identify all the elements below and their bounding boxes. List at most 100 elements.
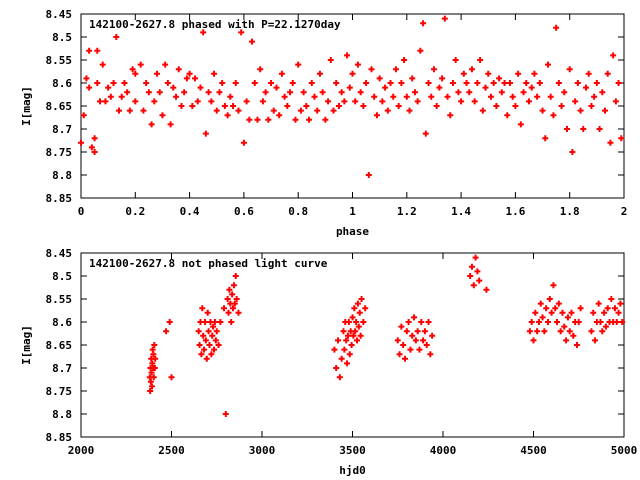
x-tick-label: 1 — [349, 205, 356, 218]
data-point — [528, 319, 535, 325]
data-point — [353, 319, 360, 325]
data-point — [411, 89, 418, 96]
data-point — [472, 254, 479, 261]
data-point — [205, 328, 212, 335]
phased-light-curve-panel: 0 0.2 0.4 0.6 0.8 1 1.2 1.4 1.6 1.8 2 8.45 8.5 8.55 8.… — [20, 8, 627, 238]
data-point — [300, 89, 307, 96]
data-point — [227, 93, 234, 100]
data-point — [526, 328, 533, 335]
data-point — [205, 89, 212, 96]
data-point — [460, 70, 467, 77]
data-point — [316, 70, 323, 77]
data-point — [345, 319, 352, 325]
data-point — [233, 296, 240, 302]
data-point — [189, 103, 196, 109]
data-point — [336, 374, 343, 381]
data-point — [270, 107, 277, 114]
data-point — [215, 342, 222, 348]
data-point — [474, 80, 481, 86]
data-point — [596, 126, 603, 132]
data-point — [525, 98, 532, 105]
data-point — [173, 93, 180, 100]
data-point — [487, 93, 494, 100]
x-tick-label: 1.4 — [451, 205, 471, 218]
data-point — [406, 107, 413, 114]
data-point — [395, 103, 402, 109]
data-point — [585, 70, 592, 77]
data-point — [341, 346, 348, 353]
data-point — [232, 273, 239, 279]
y-tick-label: 8.5 — [52, 31, 72, 44]
data-point — [333, 80, 340, 86]
data-point — [539, 314, 546, 321]
data-point — [94, 80, 101, 86]
data-point — [126, 107, 133, 114]
data-point — [254, 116, 261, 123]
data-point — [559, 309, 566, 316]
data-point — [401, 57, 408, 63]
data-point — [557, 328, 564, 335]
data-point — [615, 80, 622, 86]
data-point — [398, 80, 405, 86]
data-point — [558, 103, 565, 109]
data-point — [618, 135, 625, 142]
data-point — [534, 328, 541, 335]
y-tick-label: 8.8 — [52, 169, 72, 182]
data-point — [599, 328, 606, 335]
data-point — [259, 98, 266, 105]
data-point — [379, 98, 386, 105]
data-point — [151, 365, 158, 371]
data-point — [331, 346, 338, 353]
x-tick-label: 2000 — [68, 444, 95, 457]
data-point — [78, 139, 84, 146]
data-point — [80, 112, 87, 119]
data-point — [612, 98, 619, 105]
data-point — [574, 80, 581, 86]
data-point — [147, 388, 154, 394]
y-tick-label: 8.85 — [46, 431, 73, 444]
data-point — [528, 84, 535, 91]
y-tick-label: 8.8 — [52, 408, 72, 421]
data-point — [246, 116, 253, 123]
data-point — [281, 93, 288, 100]
data-point — [409, 75, 416, 82]
data-point — [338, 89, 345, 96]
data-point — [330, 107, 337, 114]
data-point — [325, 98, 332, 105]
data-point — [97, 98, 104, 105]
data-point — [563, 337, 570, 344]
data-point — [577, 107, 584, 114]
data-point — [398, 323, 405, 330]
data-point — [368, 66, 375, 73]
data-point — [170, 84, 177, 91]
data-point — [222, 411, 229, 417]
data-point — [151, 98, 158, 105]
data-point — [447, 112, 454, 119]
data-point — [105, 84, 112, 91]
data-point — [414, 328, 421, 335]
data-point — [206, 342, 213, 348]
data-point — [346, 84, 353, 91]
data-point — [163, 328, 170, 335]
data-point — [611, 305, 618, 312]
data-point — [433, 103, 440, 109]
data-point — [590, 309, 597, 316]
data-point — [416, 346, 423, 353]
plot-title: 142100-2627.8 phased with P=22.1270day — [89, 18, 341, 31]
data-point — [548, 309, 555, 316]
x-axis-label: hjd0 — [339, 464, 366, 477]
data-point — [555, 80, 562, 86]
data-point — [592, 337, 599, 344]
data-point — [504, 112, 511, 119]
data-point — [148, 369, 155, 376]
data-point — [322, 116, 329, 123]
data-point — [203, 355, 210, 362]
data-point — [552, 305, 559, 312]
data-point — [150, 374, 157, 381]
y-axis-label: I[mag] — [20, 325, 33, 365]
data-point — [400, 342, 407, 348]
data-point — [220, 305, 227, 312]
data-point — [349, 314, 356, 321]
data-point — [276, 112, 283, 119]
data-point — [392, 66, 399, 73]
